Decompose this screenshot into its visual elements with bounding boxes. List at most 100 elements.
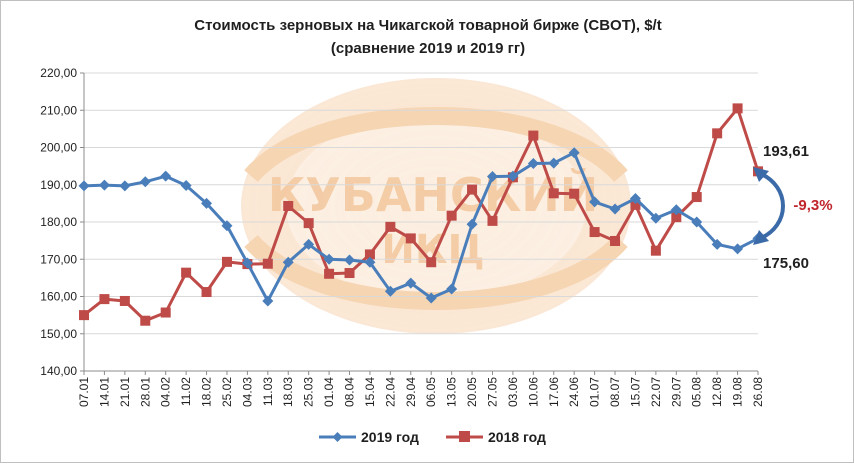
- data-point-2018: [671, 212, 682, 223]
- data-point-2019: [691, 216, 703, 228]
- x-tick-label: 01.04: [322, 377, 336, 407]
- data-point-2018: [467, 184, 478, 195]
- x-tick-label: 04.03: [240, 377, 254, 407]
- data-point-2019: [507, 170, 519, 182]
- x-tick-label: 14.01: [97, 377, 111, 407]
- data-point-2018: [712, 128, 723, 139]
- x-tick-label: 19.08: [731, 377, 745, 407]
- chart-title: Стоимость зерновых на Чикагской товарной…: [194, 17, 661, 34]
- x-tick-label: 07.01: [77, 377, 91, 407]
- data-point-2018: [344, 268, 355, 279]
- x-tick-label: 27.05: [485, 377, 499, 407]
- gridlines: [84, 72, 758, 372]
- x-tick-label: 20.05: [465, 377, 479, 407]
- data-point-2018: [528, 130, 539, 141]
- data-point-2018: [446, 210, 457, 221]
- y-tick-label: 140,00: [40, 364, 77, 378]
- x-tick-label: 25.03: [302, 377, 316, 407]
- watermark-oval: [241, 78, 631, 334]
- x-tick-label: 11.02: [179, 377, 193, 406]
- x-tick-label: 28.01: [138, 377, 152, 407]
- data-point-2018: [303, 218, 314, 229]
- data-point-2018: [160, 307, 171, 318]
- x-tick-label: 13.05: [445, 377, 459, 407]
- data-point-2018: [589, 227, 600, 238]
- data-point-2019: [139, 176, 151, 188]
- x-tick-label: 18.03: [281, 377, 295, 407]
- data-point-2019: [629, 193, 641, 205]
- data-point-2019: [670, 204, 682, 216]
- data-point-2019: [609, 203, 621, 215]
- data-point-2019: [221, 220, 233, 232]
- x-tick-label: 18.02: [200, 377, 214, 407]
- x-tick-label: 01.07: [588, 377, 602, 407]
- data-point-2019: [98, 179, 110, 191]
- data-point-2019: [160, 170, 172, 182]
- change-arrow-head-top-icon: [753, 167, 769, 182]
- data-point-2018: [487, 215, 498, 226]
- data-point-2019: [711, 238, 723, 250]
- x-tick-label: 08.04: [343, 377, 357, 407]
- legend-marker-square-icon: [459, 431, 470, 442]
- legend-item-2019: 2019 год: [319, 429, 419, 445]
- data-point-2018: [221, 256, 232, 267]
- data-point-2019: [241, 257, 253, 269]
- x-tick-label: 12.08: [710, 377, 724, 407]
- data-point-2019: [732, 243, 744, 255]
- data-point-2019: [384, 285, 396, 297]
- data-point-2019: [650, 212, 662, 224]
- data-point-2018: [262, 258, 273, 269]
- data-point-2019: [344, 254, 356, 266]
- x-tick-label: 26.08: [751, 377, 765, 407]
- data-point-2018: [79, 310, 89, 321]
- data-point-2019: [425, 292, 437, 304]
- y-tick-label: 190,00: [40, 178, 77, 192]
- x-tick-label: 24.06: [567, 377, 581, 407]
- data-point-2018: [140, 315, 151, 326]
- annotation-2019-end-value: 175,60: [763, 255, 809, 272]
- y-tick-label: 210,00: [40, 103, 77, 117]
- data-point-2019: [548, 157, 560, 169]
- data-point-2019: [119, 180, 131, 192]
- x-tick-label: 21.01: [118, 377, 132, 407]
- axes: [80, 72, 759, 375]
- legend-label-2019: 2019 год: [361, 429, 419, 445]
- x-tick-label: 15.04: [363, 377, 377, 407]
- y-axis-ticks: 140,00 150,00 160,00 170,00 180,00 190,00 200,…: [40, 66, 77, 378]
- legend-item-2018: 2018 год: [446, 429, 546, 445]
- x-tick-label: 15.07: [628, 377, 642, 407]
- data-point-2018: [385, 221, 396, 232]
- series-lines: [78, 103, 764, 326]
- y-tick-label: 160,00: [40, 290, 77, 304]
- data-point-2018: [630, 199, 641, 210]
- x-tick-label: 03.06: [506, 377, 520, 407]
- x-tick-label: 08.07: [608, 377, 622, 407]
- data-point-2019: [262, 295, 274, 307]
- data-point-2019: [201, 197, 213, 209]
- data-point-2018: [324, 268, 335, 279]
- data-point-2019: [323, 253, 335, 265]
- watermark-logo: КУБАНСКИЙ ИКЦ: [241, 78, 631, 334]
- annotation-2018-end-value: 193,61: [763, 143, 809, 160]
- data-point-2018: [548, 188, 559, 199]
- data-point-2019: [180, 179, 192, 191]
- data-point-2018: [119, 295, 130, 306]
- data-point-2019: [527, 158, 539, 170]
- legend-label-2018: 2018 год: [488, 429, 546, 445]
- legend-marker-diamond-icon: [332, 432, 343, 442]
- data-point-2019: [589, 196, 601, 208]
- data-point-2018: [405, 233, 416, 244]
- data-point-2019: [446, 283, 458, 295]
- x-tick-label: 06.05: [424, 377, 438, 407]
- series-line-2018-год: [83, 106, 760, 323]
- x-tick-label: 29.04: [404, 377, 418, 407]
- annotation-change-percent: -9,3%: [793, 197, 832, 214]
- data-point-2018: [732, 103, 743, 114]
- data-point-2018: [610, 235, 621, 246]
- data-point-2019: [282, 256, 294, 268]
- data-point-2019: [486, 171, 498, 183]
- legend: 2019 год 2018 год: [319, 429, 546, 445]
- data-point-2018: [569, 188, 580, 199]
